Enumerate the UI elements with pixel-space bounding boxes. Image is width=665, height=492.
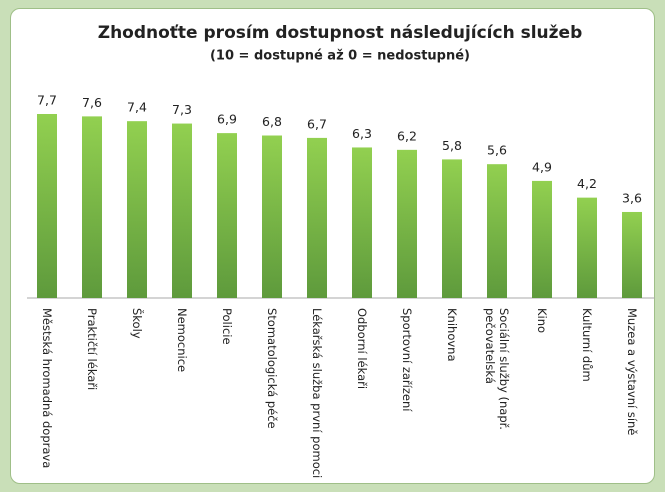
bar [487,164,507,298]
x-tick-label: Sportovní zařízení [400,308,414,412]
bar [127,121,147,299]
x-tick-label: Stomatologická péče [265,308,279,429]
value-label: 7,6 [82,95,102,110]
value-label: 7,3 [172,102,192,117]
bar [172,123,192,298]
value-label: 6,3 [352,126,372,141]
value-label: 6,9 [217,112,237,127]
x-tick-label: Lékařská služba první pomoci [310,308,324,479]
value-label: 7,4 [127,100,147,115]
x-tick-label: Školy [130,308,144,339]
bar [82,116,102,298]
bar [37,114,57,298]
x-tick-label: Městská hromadná doprava [40,308,54,469]
value-label: 4,2 [577,176,597,191]
x-tick-label: Odborní lékaři [355,308,369,390]
value-label: 5,6 [487,143,507,158]
bar [577,197,597,298]
bar [442,159,462,298]
chart-subtitle: (10 = dostupné až 0 = nedostupné) [210,49,470,64]
x-tick-label: Kino [535,308,549,334]
x-tick-label: Policie [220,308,234,345]
value-label: 4,9 [532,159,552,174]
value-label: 5,8 [442,138,462,153]
bar [307,137,327,298]
bar [397,149,417,298]
x-tick-label: Muzea a výstavní síně [625,308,639,436]
value-label: 6,2 [397,128,417,143]
x-tick-label: Nemocnice [175,308,189,373]
value-label: 3,6 [622,190,642,205]
value-label: 6,8 [262,114,282,129]
x-tick-label: Praktičtí lékaři [85,308,99,391]
bar [352,147,372,298]
x-tick-label: Sociální služby (např. pečovatelská [483,308,511,430]
bar [217,133,237,298]
bar [622,211,642,298]
x-tick-label: Knihovna [445,308,459,362]
bar [532,180,552,298]
bar [262,135,282,298]
chart-title: Zhodnoťte prosím dostupnost následujícíc… [98,23,583,43]
x-tick-label: Kulturní dům [580,308,594,382]
value-label: 6,7 [307,116,327,131]
value-label: 7,7 [37,93,57,108]
